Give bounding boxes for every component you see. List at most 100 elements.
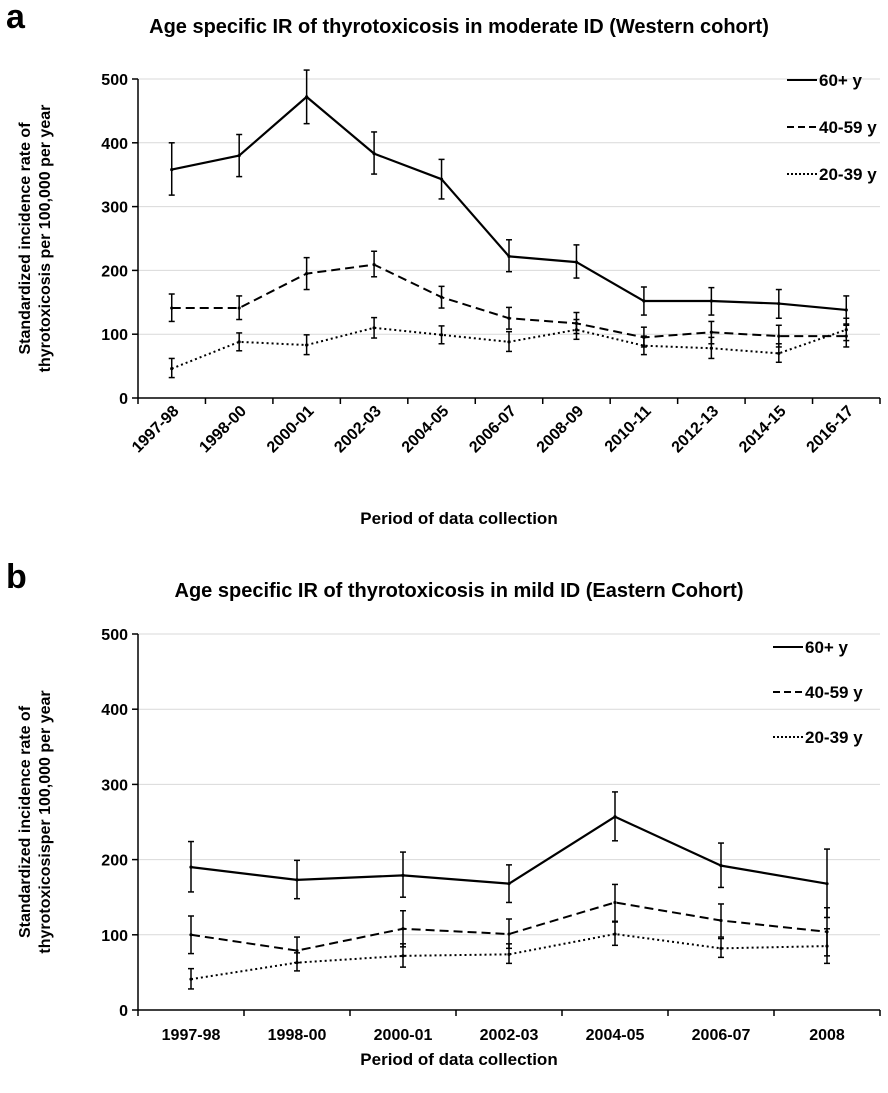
data-point — [507, 316, 511, 320]
legend-label: 40-59 y — [805, 683, 863, 702]
data-point — [507, 932, 511, 936]
x-tick-label: 2006-07 — [692, 1027, 751, 1044]
y-tick-label: 100 — [101, 928, 128, 945]
x-axis-label: Period of data collection — [360, 509, 558, 528]
data-point — [305, 95, 309, 99]
chart-title: Age specific IR of thyrotoxicosis in mod… — [149, 16, 769, 38]
y-tick-label: 200 — [101, 263, 128, 280]
y-tick-label: 500 — [101, 72, 128, 89]
y-axis-label: Standardized incidence rate of — [17, 122, 34, 355]
data-point — [844, 308, 848, 312]
data-point — [170, 306, 174, 310]
data-point — [401, 927, 405, 931]
data-point — [401, 873, 405, 877]
data-point — [844, 328, 848, 332]
data-point — [777, 334, 781, 338]
y-tick-label: 0 — [119, 391, 128, 408]
x-tick-label: 2004-05 — [399, 403, 453, 457]
chart-panel-a: a Age specific IR of thyrotoxicosis in m… — [0, 0, 888, 545]
x-tick-label: 2006-07 — [466, 403, 520, 457]
data-point — [295, 948, 299, 953]
data-point — [613, 932, 617, 936]
legend-label: 20-39 y — [819, 165, 877, 184]
x-tick-label: 2000-01 — [264, 403, 318, 457]
data-point — [709, 330, 713, 334]
x-tick-label: 2002-03 — [480, 1027, 539, 1044]
y-tick-label: 100 — [101, 327, 128, 344]
data-point — [439, 295, 444, 299]
x-tick-label: 2008 — [809, 1027, 845, 1044]
x-tick-label: 2008-09 — [534, 403, 588, 457]
data-point — [777, 301, 781, 306]
data-point — [372, 263, 376, 267]
data-point — [574, 328, 579, 332]
panel-letter: a — [6, 0, 25, 36]
data-point — [372, 326, 376, 330]
data-point — [574, 260, 579, 264]
data-point — [305, 343, 309, 347]
data-point — [709, 346, 713, 350]
line-chart: 0 100 200 300 400 500 1997-98 1998-00 2000-01 200… — [17, 69, 881, 457]
x-tick-label: 1997-98 — [129, 403, 183, 457]
data-point — [709, 299, 713, 303]
data-point — [295, 961, 299, 965]
y-tick-label: 400 — [101, 702, 128, 719]
legend-label: 60+ y — [805, 638, 849, 657]
panel-letter: b — [6, 558, 27, 596]
x-tick-label: 2000-01 — [374, 1027, 433, 1044]
legend-label: 20-39 y — [805, 728, 863, 747]
data-point — [170, 167, 174, 172]
data-point — [642, 299, 646, 303]
data-point — [719, 918, 723, 923]
chart-title: Age specific IR of thyrotoxicosis in mil… — [174, 580, 744, 602]
data-point — [613, 815, 617, 819]
data-point — [372, 152, 376, 156]
y-tick-label: 400 — [101, 136, 128, 153]
data-point — [295, 878, 299, 882]
y-axis-label: thyrotoxicosis per 100,000 per year — [37, 105, 54, 373]
data-point — [507, 952, 511, 956]
x-tick-label: 1997-98 — [162, 1027, 221, 1044]
series-line-60-y — [171, 95, 847, 312]
data-point — [507, 340, 511, 344]
line-chart: 0 100 200 300 400 500 1997-98 1998-00 2000-01 200… — [17, 627, 881, 1044]
y-tick-label: 500 — [101, 627, 128, 644]
data-point — [439, 333, 444, 337]
x-tick-label: 1998-00 — [268, 1027, 327, 1044]
data-point — [642, 344, 646, 348]
data-point — [170, 367, 174, 371]
chart-panel-b: b Age specific IR of thyrotoxicosis in m… — [0, 560, 888, 1093]
x-tick-label: 2016-17 — [804, 403, 858, 457]
legend-label: 40-59 y — [819, 118, 877, 137]
data-point — [613, 900, 617, 905]
data-point — [189, 865, 193, 869]
x-tick-label: 2014-15 — [736, 403, 790, 457]
data-point — [439, 177, 444, 181]
data-point — [507, 254, 511, 258]
x-tick-label: 2012-13 — [669, 403, 723, 457]
data-point — [237, 153, 241, 158]
data-point — [189, 933, 193, 937]
data-point — [719, 864, 723, 868]
data-point — [777, 351, 781, 355]
y-tick-label: 0 — [119, 1003, 128, 1020]
y-tick-label: 300 — [101, 200, 128, 217]
data-point — [237, 306, 241, 310]
data-point — [237, 340, 241, 344]
data-point — [719, 946, 723, 950]
y-tick-label: 200 — [101, 853, 128, 870]
y-tick-label: 300 — [101, 777, 128, 794]
x-tick-label: 2004-05 — [586, 1027, 645, 1044]
data-point — [305, 271, 309, 276]
data-point — [507, 882, 511, 886]
x-axis-label: Period of data collection — [360, 1050, 558, 1069]
data-point — [189, 977, 193, 981]
y-axis-label: Standardized incidence rate of — [17, 705, 34, 938]
legend-label: 60+ y — [819, 71, 863, 90]
data-point — [825, 882, 829, 886]
x-tick-label: 1998-00 — [196, 403, 250, 457]
y-axis-label: thyrotoxicosisper 100,000 per year — [37, 690, 54, 953]
data-point — [825, 944, 829, 948]
x-tick-label: 2010-11 — [602, 403, 655, 456]
data-point — [401, 954, 405, 958]
